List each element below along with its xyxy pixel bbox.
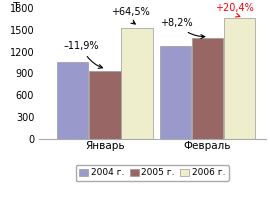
Text: –11,9%: –11,9% xyxy=(64,42,103,68)
Bar xyxy=(89,71,120,139)
Bar xyxy=(192,38,223,139)
Legend: 2004 г., 2005 г., 2006 г.: 2004 г., 2005 г., 2006 г. xyxy=(76,165,229,181)
Y-axis label: Т: Т xyxy=(13,2,20,12)
Bar xyxy=(224,18,255,139)
Bar xyxy=(57,62,88,139)
Bar xyxy=(122,28,153,139)
Text: +64,5%: +64,5% xyxy=(111,7,150,24)
Text: +8,2%: +8,2% xyxy=(160,18,205,39)
Text: +20,4%: +20,4% xyxy=(215,3,253,17)
Bar xyxy=(160,46,191,139)
